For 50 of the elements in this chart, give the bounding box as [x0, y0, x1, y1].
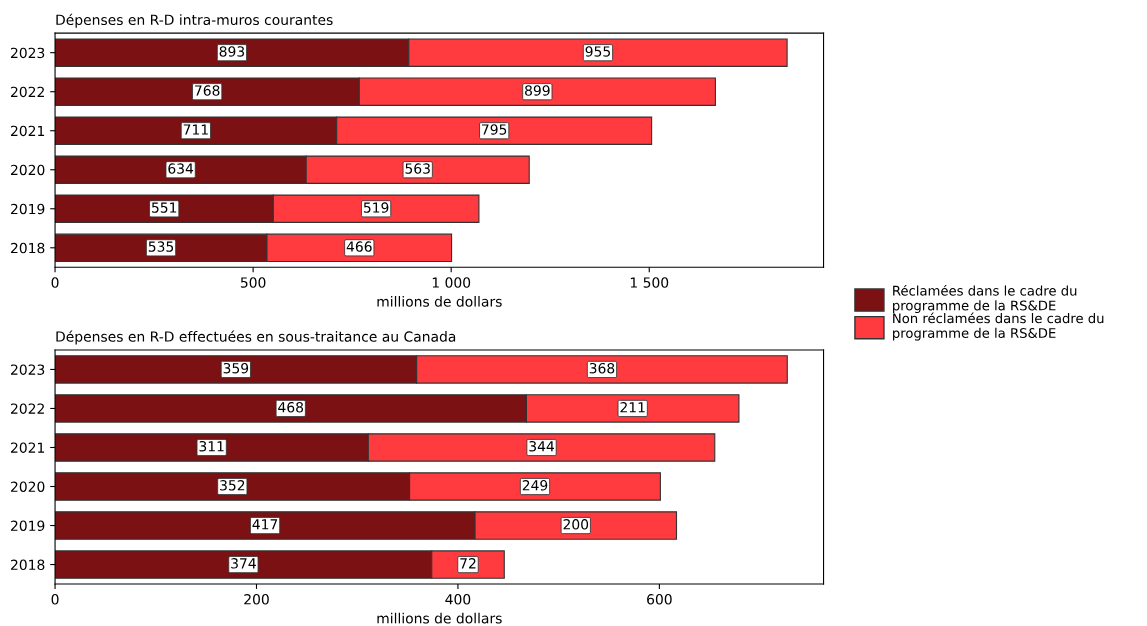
y-tick-label: 2021 — [11, 442, 45, 453]
data-label: 368 — [589, 362, 615, 374]
x-tick-label: 600 — [647, 594, 672, 605]
data-label: 711 — [183, 124, 208, 135]
data-label: 200 — [563, 519, 589, 530]
x-tick-label: 1 000 — [432, 277, 471, 288]
x-tick-label: 400 — [445, 594, 471, 605]
data-label: 899 — [525, 85, 550, 96]
y-tick-label: 2021 — [11, 125, 45, 137]
data-label: 352 — [220, 480, 245, 491]
y-tick-label: 2018 — [11, 242, 45, 254]
data-label: 795 — [482, 124, 507, 135]
x-axis-title: millions de dollars — [377, 612, 502, 624]
x-tick-label: 1 500 — [630, 277, 669, 288]
chart-title: Dépenses en R-D effectuées en sous-traitance au Canada — [56, 330, 456, 345]
y-tick-label: 2018 — [11, 559, 45, 571]
data-label: 955 — [585, 46, 610, 57]
y-tick-label: 2023 — [11, 47, 45, 59]
y-tick-label: 2020 — [11, 481, 45, 492]
data-label: 417 — [252, 519, 278, 530]
chart-title: Dépenses en R-D intra-muros courantes — [56, 13, 333, 28]
x-tick-label: 0 — [51, 594, 59, 605]
data-label: 466 — [346, 241, 372, 252]
legend-label: Non réclamées dans le cadre du programme de la RS&DE — [893, 312, 1104, 341]
data-label: 249 — [522, 480, 548, 491]
data-label: 535 — [148, 241, 174, 252]
legend-label: Réclamées dans le cadre du programme de la RS&DE — [893, 284, 1077, 313]
y-tick-label: 2022 — [11, 403, 44, 414]
y-tick-label: 2019 — [11, 520, 45, 531]
data-label: 551 — [152, 202, 177, 213]
data-label: 563 — [405, 163, 430, 174]
data-label: 468 — [278, 401, 304, 413]
y-tick-label: 2019 — [11, 203, 45, 215]
y-tick-label: 2020 — [11, 164, 45, 176]
data-label: 359 — [223, 362, 249, 374]
x-tick-label: 200 — [244, 594, 269, 605]
data-label: 311 — [199, 441, 224, 452]
data-label: 634 — [168, 163, 194, 174]
data-label: 72 — [460, 558, 476, 569]
x-axis-title: millions de dollars — [377, 296, 502, 307]
y-tick-label: 2022 — [11, 86, 44, 98]
data-label: 374 — [231, 558, 256, 569]
data-label: 211 — [620, 401, 645, 413]
x-tick-label: 0 — [51, 277, 59, 288]
y-tick-label: 2023 — [11, 364, 45, 375]
data-label: 344 — [529, 441, 555, 452]
data-label: 893 — [219, 46, 245, 57]
data-label: 768 — [195, 85, 220, 96]
data-label: 519 — [363, 202, 389, 213]
x-tick-label: 500 — [240, 277, 266, 288]
